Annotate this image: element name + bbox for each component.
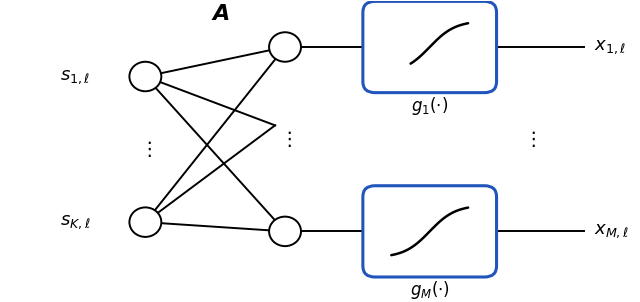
Text: $s_{K,\ell}$: $s_{K,\ell}$ [60,213,90,231]
FancyBboxPatch shape [363,186,497,277]
Text: $\vdots$: $\vdots$ [139,139,152,159]
Text: $g_1(\cdot)$: $g_1(\cdot)$ [411,95,449,117]
Text: $\boldsymbol{A}$: $\boldsymbol{A}$ [211,3,230,25]
Circle shape [269,32,301,62]
Circle shape [269,217,301,246]
Circle shape [129,207,161,237]
Text: $x_{M,\ell}$: $x_{M,\ell}$ [595,222,629,240]
Text: $s_{1,\ell}$: $s_{1,\ell}$ [60,68,90,85]
Circle shape [129,62,161,91]
Text: $g_M(\cdot)$: $g_M(\cdot)$ [410,279,450,301]
Text: $x_{1,\ell}$: $x_{1,\ell}$ [595,38,627,56]
FancyBboxPatch shape [363,2,497,93]
Text: $\vdots$: $\vdots$ [523,129,536,149]
Text: $\vdots$: $\vdots$ [278,129,291,149]
